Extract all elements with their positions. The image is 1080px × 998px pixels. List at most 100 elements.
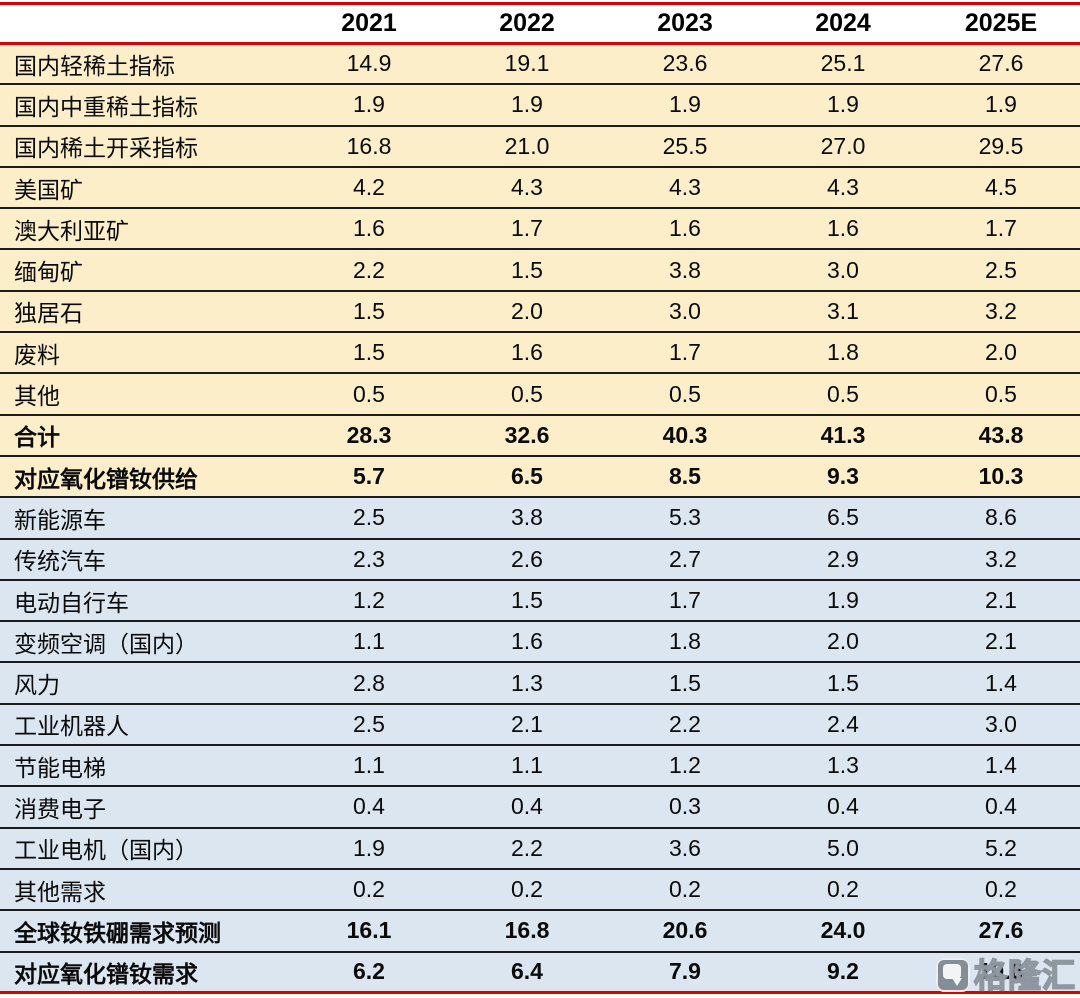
table-row: 国内稀土开采指标 16.8 21.0 25.5 27.0 29.5 (0, 125, 1080, 168)
cell-value: 1.1 (290, 745, 448, 788)
cell-value: 9.3 (764, 455, 922, 499)
cell-value: 1.9 (764, 579, 922, 623)
row-label: 废料 (0, 332, 290, 375)
cell-value: 29.5 (922, 125, 1080, 168)
cell-value: 2.1 (922, 579, 1080, 623)
row-label: 其他 (0, 373, 290, 416)
cell-value: 0.4 (290, 786, 448, 829)
cell-value: 2.3 (290, 538, 448, 581)
cell-value: 27.6 (922, 43, 1080, 86)
row-label: 国内轻稀土指标 (0, 43, 290, 86)
year-header: 2025E (922, 5, 1080, 45)
corner-cell (0, 5, 290, 45)
cell-value: 3.8 (448, 497, 606, 540)
cell-value: 2.0 (922, 332, 1080, 375)
table-row: 全球钕铁硼需求预测 16.1 16.8 20.6 24.0 27.6 (0, 910, 1080, 953)
cell-value: 0.5 (290, 373, 448, 416)
cell-value: 2.4 (764, 703, 922, 747)
row-label: 其他需求 (0, 868, 290, 912)
cell-value: 0.2 (606, 868, 764, 912)
cell-value: 5.2 (922, 827, 1080, 870)
cell-value: 1.3 (764, 745, 922, 788)
cell-value: 0.4 (922, 786, 1080, 829)
cell-value: 0.5 (606, 373, 764, 416)
cell-value: 0.4 (764, 786, 922, 829)
table-row: 缅甸矿 2.2 1.5 3.8 3.0 2.5 (0, 249, 1080, 292)
cell-value: 2.9 (764, 538, 922, 581)
cell-value: 1.9 (606, 84, 764, 127)
cell-value: 2.0 (448, 290, 606, 334)
cell-value: 1.5 (290, 332, 448, 375)
cell-value: 1.3 (448, 662, 606, 705)
table-row: 电动自行车 1.2 1.5 1.7 1.9 2.1 (0, 579, 1080, 623)
table-row: 其他 0.5 0.5 0.5 0.5 0.5 (0, 373, 1080, 416)
table-header: 2021 2022 2023 2024 2025E (0, 5, 1080, 45)
cell-value: 2.0 (764, 621, 922, 664)
cell-value: 10.3 (922, 455, 1080, 499)
top-red-rule (0, 2, 1080, 5)
table-row: 国内中重稀土指标 1.9 1.9 1.9 1.9 1.9 (0, 84, 1080, 127)
table-body: 国内轻稀土指标 14.9 19.1 23.6 25.1 27.6 国内中重稀土指标 1.9 1.… (0, 43, 1080, 995)
cell-value: 1.5 (290, 290, 448, 334)
cell-value: 23.6 (606, 43, 764, 86)
table-row: 其他需求 0.2 0.2 0.2 0.2 0.2 (0, 868, 1080, 912)
cell-value: 9.2 (764, 951, 922, 995)
row-label: 缅甸矿 (0, 249, 290, 292)
cell-value: 2.6 (448, 538, 606, 581)
row-label: 全球钕铁硼需求预测 (0, 910, 290, 953)
table-row: 独居石 1.5 2.0 3.0 3.1 3.2 (0, 290, 1080, 334)
cell-value: 1.4 (922, 745, 1080, 788)
cell-value: 0.2 (764, 868, 922, 912)
cell-value: 2.1 (922, 621, 1080, 664)
cell-value: 27.6 (922, 910, 1080, 953)
table-row: 美国矿 4.2 4.3 4.3 4.3 4.5 (0, 166, 1080, 210)
cell-value: 1.6 (290, 208, 448, 251)
cell-value: 8.6 (922, 497, 1080, 540)
table-row: 节能电梯 1.1 1.1 1.2 1.3 1.4 (0, 745, 1080, 788)
cell-value: 6.4 (448, 951, 606, 995)
cell-value: 4.3 (448, 166, 606, 210)
row-label: 国内中重稀土指标 (0, 84, 290, 127)
table-row: 对应氧化镨钕需求 6.2 6.4 7.9 9.2 10.6 (0, 951, 1080, 995)
cell-value: 4.5 (922, 166, 1080, 210)
cell-value: 40.3 (606, 414, 764, 457)
cell-value: 3.2 (922, 538, 1080, 581)
row-label: 消费电子 (0, 786, 290, 829)
table-row: 对应氧化镨钕供给 5.7 6.5 8.5 9.3 10.3 (0, 455, 1080, 499)
cell-value: 1.1 (448, 745, 606, 788)
header-row: 2021 2022 2023 2024 2025E (0, 5, 1080, 45)
cell-value: 6.2 (290, 951, 448, 995)
cell-value: 41.3 (764, 414, 922, 457)
cell-value: 2.2 (606, 703, 764, 747)
cell-value: 5.3 (606, 497, 764, 540)
cell-value: 0.4 (448, 786, 606, 829)
cell-value: 1.6 (448, 332, 606, 375)
cell-value: 4.3 (606, 166, 764, 210)
table-row: 新能源车 2.5 3.8 5.3 6.5 8.6 (0, 497, 1080, 540)
cell-value: 3.0 (922, 703, 1080, 747)
cell-value: 25.5 (606, 125, 764, 168)
cell-value: 3.0 (764, 249, 922, 292)
cell-value: 43.8 (922, 414, 1080, 457)
table-row: 传统汽车 2.3 2.6 2.7 2.9 3.2 (0, 538, 1080, 581)
cell-value: 3.0 (606, 290, 764, 334)
row-label: 国内稀土开采指标 (0, 125, 290, 168)
cell-value: 5.0 (764, 827, 922, 870)
cell-value: 1.7 (922, 208, 1080, 251)
row-label: 合计 (0, 414, 290, 457)
cell-value: 1.5 (606, 662, 764, 705)
row-label: 澳大利亚矿 (0, 208, 290, 251)
cell-value: 16.8 (448, 910, 606, 953)
cell-value: 1.9 (290, 827, 448, 870)
cell-value: 2.5 (290, 497, 448, 540)
row-label: 对应氧化镨钕供给 (0, 455, 290, 499)
row-label: 工业机器人 (0, 703, 290, 747)
cell-value: 1.6 (448, 621, 606, 664)
table-row: 国内轻稀土指标 14.9 19.1 23.6 25.1 27.6 (0, 43, 1080, 86)
cell-value: 3.1 (764, 290, 922, 334)
cell-value: 28.3 (290, 414, 448, 457)
cell-value: 8.5 (606, 455, 764, 499)
cell-value: 1.7 (448, 208, 606, 251)
cell-value: 1.5 (764, 662, 922, 705)
cell-value: 4.3 (764, 166, 922, 210)
